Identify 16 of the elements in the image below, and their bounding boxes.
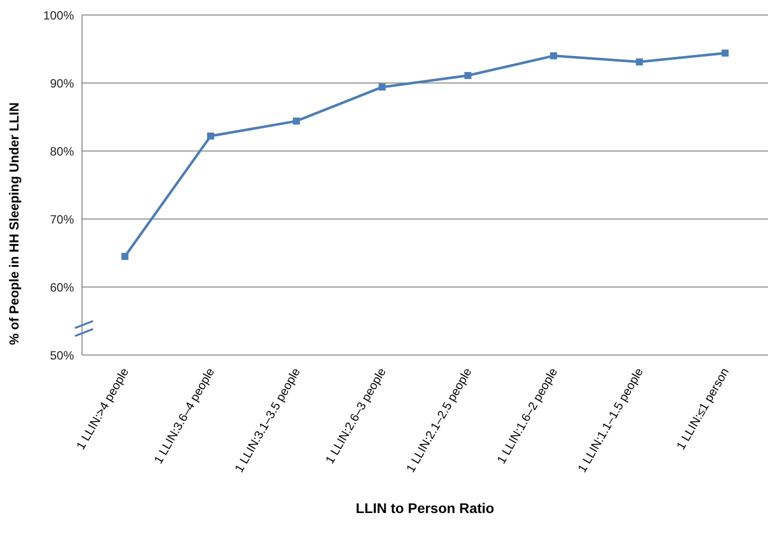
point xyxy=(550,52,558,60)
y-tick-label: 60% xyxy=(50,280,74,294)
y-tick-label: 90% xyxy=(50,76,74,90)
y-tick-label: 50% xyxy=(50,348,74,362)
x-axis-title: LLIN to Person Ratio xyxy=(356,500,494,516)
point xyxy=(207,132,214,140)
point xyxy=(636,58,643,66)
y-tick-label: 100% xyxy=(43,8,74,22)
y-tick-label: 80% xyxy=(50,144,74,158)
y-axis-title: % of People in HH Sleeping Under LLIN xyxy=(6,102,22,345)
y-tick-label: 70% xyxy=(50,212,74,226)
point xyxy=(722,50,729,57)
point xyxy=(378,84,386,91)
point xyxy=(464,72,472,80)
point xyxy=(121,252,128,260)
point xyxy=(292,118,300,125)
